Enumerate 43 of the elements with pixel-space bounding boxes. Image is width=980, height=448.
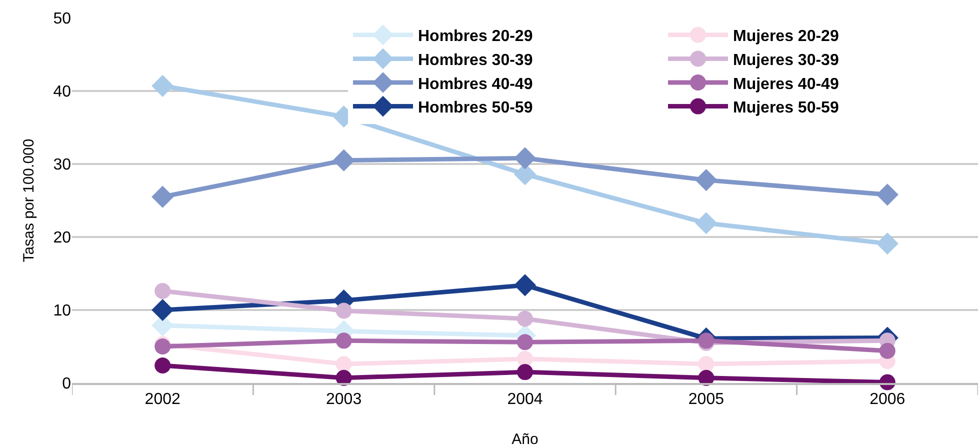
- x-tick-label: 2004: [507, 390, 543, 408]
- legend-label: Mujeres 30-39: [733, 52, 839, 69]
- point: [695, 169, 718, 192]
- point: [336, 370, 352, 386]
- y-tick-label: 50: [53, 10, 72, 28]
- y-tick-label: 10: [53, 302, 72, 320]
- y-tick-label: 20: [53, 230, 72, 247]
- point: [879, 342, 896, 359]
- y-tick-label: 40: [53, 84, 72, 101]
- point: [876, 232, 898, 255]
- legend-label: Hombres 30-39: [418, 52, 533, 69]
- legend-label: Mujeres 50-59: [733, 100, 839, 117]
- y-axis-title: Tasas por 100.000: [20, 138, 38, 262]
- point: [517, 364, 533, 380]
- x-axis-title: Año: [512, 431, 538, 448]
- point: [154, 357, 171, 374]
- y-tick-label: 30: [53, 156, 72, 174]
- point: [517, 334, 533, 350]
- point: [876, 184, 898, 206]
- legend-label: Hombres 50-59: [418, 100, 533, 117]
- point: [514, 274, 536, 296]
- x-tick-label: 2005: [688, 390, 724, 408]
- point: [152, 186, 174, 208]
- point: [336, 356, 352, 372]
- point: [336, 302, 352, 319]
- point: [695, 212, 718, 234]
- point: [154, 283, 171, 300]
- point: [698, 356, 714, 372]
- point: [152, 74, 174, 97]
- point: [152, 298, 174, 322]
- point: [517, 310, 533, 327]
- legend-label: Mujeres 40-49: [733, 76, 839, 93]
- legend-label: Hombres 40-49: [418, 76, 533, 93]
- x-tick-label: 2006: [870, 390, 906, 408]
- legend-label: Hombres 20-29: [418, 28, 533, 46]
- x-tick-label: 2003: [326, 390, 362, 408]
- x-tick-label: 2002: [144, 390, 180, 408]
- point: [517, 350, 533, 367]
- legend-label: Mujeres 20-29: [733, 28, 839, 46]
- point: [698, 370, 714, 386]
- point: [332, 149, 355, 172]
- point: [336, 332, 352, 349]
- y-tick-label: 0: [62, 376, 72, 393]
